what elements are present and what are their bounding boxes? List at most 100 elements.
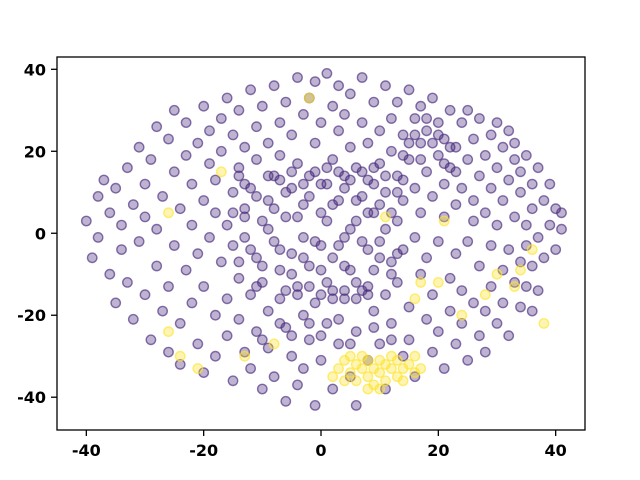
scatter-point-cluster-purple [333,166,344,178]
scatter-point-cluster-purple [209,174,221,186]
scatter-point-cluster-purple [122,162,133,174]
scatter-point-cluster-purple [450,141,462,153]
scatter-point-cluster-purple [127,199,139,211]
scatter-point-cluster-purple [327,199,339,211]
scatter-point-cluster-purple [344,223,356,235]
scatter-point-cluster-purple [503,244,515,256]
scatter-point-cluster-purple [491,117,503,129]
scatter-point-cluster-purple [239,141,251,153]
scatter-point-cluster-purple [403,84,415,96]
scatter-point-cluster-purple [163,133,174,145]
scatter-point-cluster-purple [221,219,233,231]
scatter-point-cluster-purple [350,215,362,227]
scatter-point-cluster-purple [403,334,415,346]
scatter-point-cluster-purple [157,190,169,202]
scatter-point-cluster-purple [385,334,397,346]
scatter-point-cluster-purple [251,281,262,292]
scatter-point-cluster-yellow [163,207,174,219]
scatter-point-cluster-purple [385,145,397,157]
scatter-point-cluster-purple [421,113,432,124]
scatter-point-cluster-purple [327,154,339,165]
scatter-point-cluster-purple [421,252,432,264]
scatter-point-cluster-purple [315,117,327,129]
scatter-point-cluster-purple [327,100,339,112]
scatter-point-cluster-purple [456,317,468,329]
scatter-point-cluster-purple [315,330,327,342]
scatter-point-cluster-purple [444,141,456,153]
scatter-point-cluster-purple [180,117,192,129]
scatter-point-cluster-purple [380,170,391,182]
scatter-point-cluster-yellow [268,338,280,350]
scatter-point-cluster-purple [86,252,98,264]
scatter-point-cluster-purple [215,145,227,157]
scatter-point-cluster-purple [380,383,391,395]
scatter-point-cluster-purple [309,399,321,411]
scatter-point-cluster-purple [209,350,221,362]
scatter-point-cluster-purple [339,285,350,296]
scatter-point-cluster-purple [497,297,509,309]
scatter-point-cluster-purple [485,182,497,194]
scatter-point-cluster-purple [315,264,327,276]
scatter-point-cluster-purple [145,154,157,165]
scatter-point-cluster-purple [473,260,485,272]
scatter-point-cluster-purple [432,326,444,337]
scatter-point-cluster-purple [333,125,344,137]
scatter-point-cluster-purple [374,252,386,264]
scatter-point-cluster-purple [239,203,251,215]
scatter-point-cluster-purple [403,301,415,313]
scatter-point-cluster-purple [485,281,497,292]
scatter-point-cluster-purple [556,223,567,235]
scatter-point-cluster-purple [292,379,303,391]
y-tick-label: -20 [17,306,46,325]
scatter-point-cluster-purple [227,375,239,387]
scatter-point-cluster-purple [297,363,309,374]
scatter-point-cluster-purple [286,129,298,141]
scatter-point-cluster-purple [262,137,274,149]
scatter-point-cluster-purple [274,293,286,305]
scatter-point-cluster-purple [479,149,491,161]
scatter-point-cluster-purple [186,219,198,231]
scatter-point-cluster-purple [368,96,380,108]
scatter-point-cluster-purple [180,264,192,276]
scatter-point-cluster-purple [362,207,374,219]
scatter-point-cluster-purple [145,334,157,346]
scatter-point-cluster-purple [515,166,526,178]
scatter-point-cluster-purple [438,158,450,170]
scatter-point-cluster-purple [239,178,251,190]
scatter-point-cluster-purple [380,80,391,92]
scatter-point-cluster-purple [315,178,327,190]
scatter-point-cluster-yellow [356,363,368,374]
scatter-point-cluster-yellow [409,293,421,305]
scatter-point-cluster-yellow [339,375,350,387]
scatter-point-cluster-purple [280,211,292,223]
scatter-point-cluster-purple [432,129,444,141]
scatter-point-cluster-purple [245,244,257,256]
scatter-point-cluster-yellow [344,350,356,362]
scatter-point-cluster-purple [520,281,532,292]
scatter-point-cluster-purple [485,240,497,251]
scatter-point-cluster-purple [227,240,239,251]
scatter-point-cluster-purple [233,104,245,116]
scatter-point-cluster-purple [227,129,239,141]
scatter-point-cluster-purple [350,276,362,288]
scatter-point-cluster-purple [356,72,368,83]
scatter-point-cluster-purple [251,326,262,337]
scatter-point-cluster-purple [503,330,515,342]
scatter-point-cluster-purple [221,293,233,305]
scatter-point-cluster-purple [515,301,526,313]
scatter-point-cluster-purple [473,330,485,342]
scatter-point-cluster-purple [421,313,432,325]
scatter-point-cluster-purple [368,305,380,317]
scatter-point-cluster-purple [468,215,479,227]
scatter-point-cluster-purple [350,326,362,337]
scatter-point-cluster-purple [297,109,309,120]
scatter-point-cluster-purple [192,248,204,260]
scatter-point-cluster-yellow [380,375,391,387]
scatter-point-cluster-purple [515,186,526,198]
scatter-point-cluster-yellow [409,350,421,362]
scatter-point-cluster-purple [251,121,262,133]
scatter-point-cluster-purple [356,236,368,247]
scatter-point-cluster-purple [192,137,204,149]
scatter-point-cluster-purple [303,281,315,292]
scatter-point-cluster-purple [479,305,491,317]
